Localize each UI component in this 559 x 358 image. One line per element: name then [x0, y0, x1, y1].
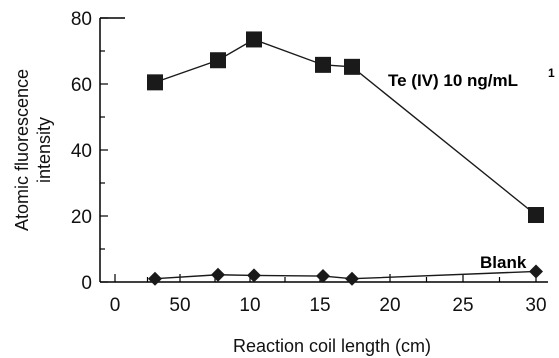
x-tick-label: 30: [525, 295, 546, 316]
x-axis-title: Reaction coil length (cm): [233, 336, 431, 356]
data-point-square: [344, 58, 360, 75]
series-markers: [147, 31, 544, 286]
series-label-te: Te (IV) 10 ng/mL: [388, 71, 518, 90]
x-tick-label: 0: [110, 295, 121, 316]
x-tick-label: 25: [452, 295, 473, 316]
series-lines: [154, 38, 537, 280]
tick-labels: 0 20 40 60 80 0 50 10 15 20 25 30: [71, 9, 547, 316]
data-point-diamond: [529, 264, 543, 279]
y-tick-label: 60: [71, 75, 92, 96]
y-tick-label: 0: [81, 273, 92, 294]
data-point-square: [246, 31, 262, 48]
data-point-diamond: [316, 269, 330, 284]
data-point-square: [315, 56, 331, 73]
y-tick-label: 20: [71, 207, 92, 228]
data-point-diamond: [148, 271, 162, 286]
y-tick-label: 40: [71, 141, 92, 162]
x-tick-label: 20: [379, 295, 400, 316]
y-axis-title-line-1: Atomic fluorescence: [12, 69, 32, 231]
x-tick-label: 10: [239, 295, 260, 316]
data-point-square: [528, 207, 544, 224]
y-tick-label: 80: [71, 9, 92, 30]
y-axis-title-line-2: intensity: [34, 117, 54, 183]
data-point-diamond: [247, 268, 261, 283]
x-tick-label: 50: [169, 295, 190, 316]
data-point-square: [147, 74, 163, 91]
data-point-diamond: [345, 271, 359, 286]
series-line-blank: [154, 270, 537, 280]
series-label-te-text: Te (IV) 10 ng/mL: [388, 71, 518, 90]
series-label-te-superscript: 1: [548, 66, 555, 80]
x-tick-label: 15: [309, 295, 330, 316]
series-line-te: [154, 38, 537, 216]
data-point-square: [210, 52, 226, 69]
series-label-blank: Blank: [480, 253, 527, 272]
data-point-diamond: [211, 267, 225, 282]
